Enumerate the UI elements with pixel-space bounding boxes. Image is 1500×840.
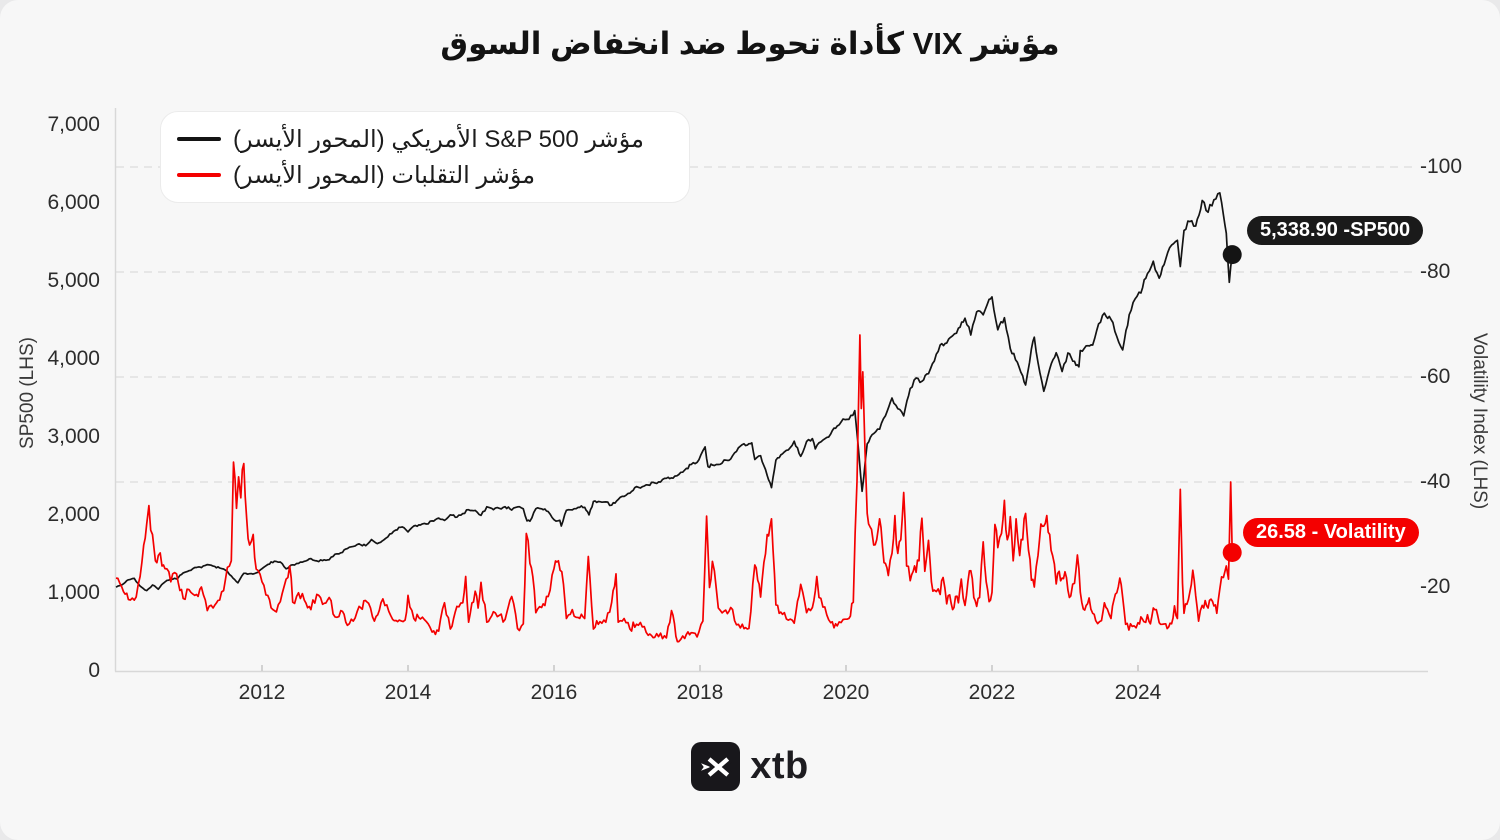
left-axis-tick-label: 4,000	[47, 347, 100, 370]
brand-logo-text: xtb	[750, 745, 809, 787]
left-axis-tick-label: 6,000	[47, 191, 100, 214]
left-axis-tick-label: 3,000	[47, 425, 100, 448]
x-axis-tick-label: 2012	[238, 681, 286, 704]
left-axis-tick-label: 1,000	[47, 581, 100, 604]
left-axis-tick-label: 2,000	[47, 503, 100, 526]
right-axis-tick-label: -80	[1420, 260, 1451, 283]
right-axis-tick-label: -20	[1420, 575, 1451, 598]
left-axis-tick-label: 5,000	[47, 269, 100, 292]
right-axis-tick-label: -40	[1420, 470, 1451, 493]
right-axis-tick-label: -60	[1420, 365, 1451, 388]
x-axis-tick-label: 2018	[676, 681, 724, 704]
legend-item-label: مؤشر التقلبات (المحور الأيسر)	[233, 161, 536, 189]
right-axis-title: Volatility Index (LHS)	[1469, 332, 1490, 510]
left-axis-tick-label: 0	[88, 659, 100, 682]
chart-title: مؤشر VIX كأداة تحوط ضد انخفاض السوق	[440, 26, 1060, 61]
right-axis-tick-label: -100	[1420, 155, 1463, 178]
brand-logo: xtb	[0, 742, 1500, 791]
legend-item-label: مؤشر S&P 500 الأمريكي (المحور الأيسر)	[233, 125, 644, 153]
left-axis-tick-label: 7,000	[47, 113, 100, 136]
x-axis-tick-label: 2014	[384, 681, 432, 704]
legend: مؤشر S&P 500 الأمريكي (المحور الأيسر) مؤ…	[160, 111, 690, 203]
x-axis-tick-label: 2016	[530, 681, 578, 704]
xtb-logo-icon	[691, 742, 741, 791]
x-axis-tick-label: 2024	[1114, 681, 1162, 704]
x-axis-tick-label: 2022	[968, 681, 1016, 704]
volatility-value-badge: 26.58 - Volatility	[1243, 518, 1419, 547]
left-axis-title: SP500 (LHS)	[17, 337, 38, 449]
x-axis-tick-label: 2020	[822, 681, 870, 704]
sp500-value-badge: 5,338.90 -SP500	[1247, 216, 1424, 245]
volatility-line-swatch-icon	[177, 172, 221, 178]
sp500-line-swatch-icon	[177, 136, 221, 142]
legend-item-sp500: مؤشر S&P 500 الأمريكي (المحور الأيسر)	[177, 125, 673, 154]
legend-item-volatility: مؤشر التقلبات (المحور الأيسر)	[177, 161, 673, 190]
